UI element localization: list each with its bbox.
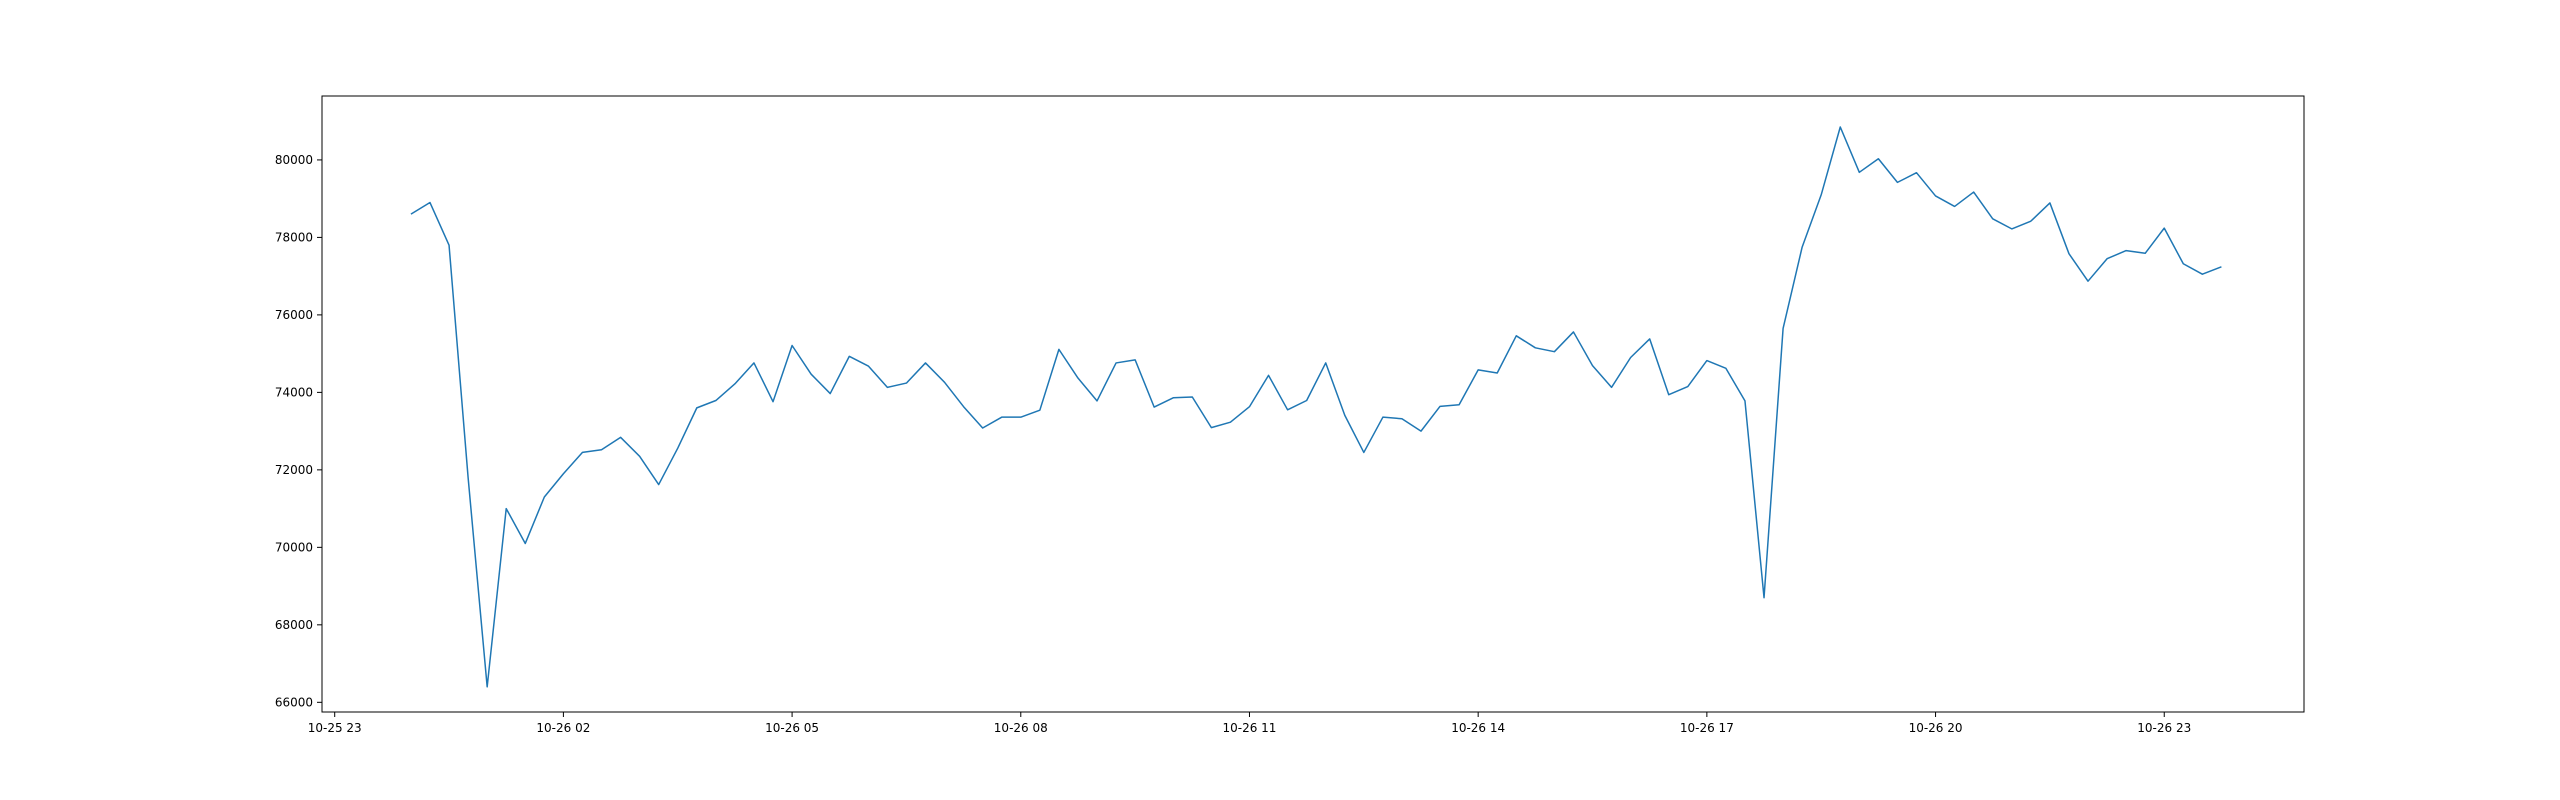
x-tick-label: 10-26 11 (1222, 721, 1276, 735)
axes-border (321, 95, 2305, 713)
y-axis: 66000 68000 70000 72000 74000 76000 78000 80000 (275, 153, 322, 709)
x-axis: 10-25 23 10-26 02 10-26 05 10-26 08 10-26 11… (308, 712, 2191, 735)
x-tick-label: 10-26 02 (536, 721, 590, 735)
y-tick-label: 76000 (275, 308, 313, 322)
axes-frame (321, 95, 2305, 713)
x-tick-label: 10-26 05 (765, 721, 819, 735)
y-tick-label: 72000 (275, 463, 313, 477)
x-tick-label: 10-26 14 (1451, 721, 1505, 735)
y-tick-label: 66000 (275, 695, 313, 709)
y-tick-label: 74000 (275, 385, 313, 399)
y-tick-label: 78000 (275, 230, 313, 244)
x-tick-label: 10-25 23 (308, 721, 362, 735)
plot-area (410, 126, 2222, 688)
series-line (410, 126, 2222, 688)
y-tick-label: 80000 (275, 153, 313, 167)
y-tick-label: 70000 (275, 540, 313, 554)
x-tick-label: 10-26 23 (2137, 721, 2191, 735)
y-tick-label: 68000 (275, 618, 313, 632)
x-tick-label: 10-26 17 (1680, 721, 1734, 735)
x-tick-label: 10-26 20 (1909, 721, 1963, 735)
x-tick-label: 10-26 08 (994, 721, 1048, 735)
